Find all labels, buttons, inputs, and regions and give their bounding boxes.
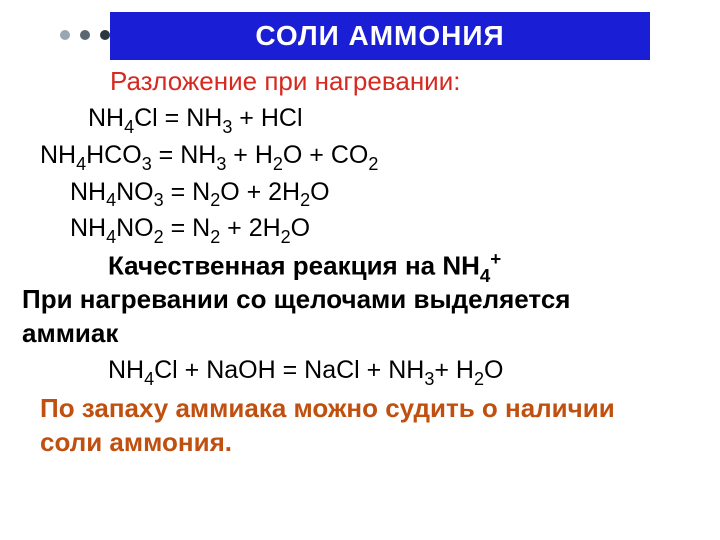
subtitle-text: Разложение при нагревании: [110, 66, 460, 97]
smell-text: По запаху аммиака можно судить о наличии… [40, 392, 615, 460]
qual-line1: При нагревании со щелочами выделяется [22, 283, 570, 317]
bullet-1 [60, 30, 70, 40]
qualitative-equation: NH4Cl + NaOH = NaCl + NH3+ H2O [108, 356, 503, 389]
decorative-bullets [60, 30, 110, 40]
equations-block: NH4Cl = NH3 + HClNH4HCO3 = NH3 + H2O + C… [40, 102, 378, 249]
qualitative-title: Качественная реакция на NH4+ [108, 248, 501, 286]
bullet-3 [100, 30, 110, 40]
smell-line2: соли аммония. [40, 426, 615, 460]
bullet-2 [80, 30, 90, 40]
smell-line1: По запаху аммиака можно судить о наличии [40, 392, 615, 426]
qual-line2: аммиак [22, 317, 570, 351]
header-bar: СОЛИ АММОНИЯ [110, 12, 650, 60]
header-title: СОЛИ АММОНИЯ [255, 20, 504, 52]
qualitative-text: При нагревании со щелочами выделяется ам… [22, 283, 570, 351]
